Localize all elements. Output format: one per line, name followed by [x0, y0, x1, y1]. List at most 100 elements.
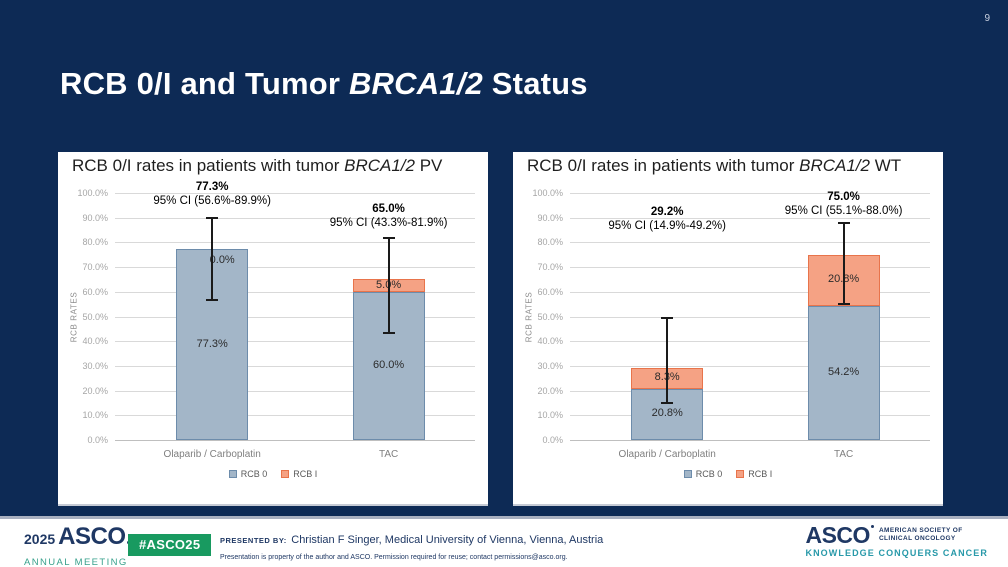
- ci-annotation: 29.2% 95% CI (14.9%-49.2%): [557, 205, 777, 233]
- error-bar-line: [842, 222, 845, 304]
- error-bar-cap: [382, 332, 395, 335]
- annotation-total: 65.0%: [372, 203, 405, 216]
- y-axis-title: RCB RATES: [69, 291, 79, 342]
- annotation-total: 75.0%: [827, 190, 860, 203]
- y-tick-label: 20.0%: [537, 385, 563, 396]
- y-axis-title: RCB RATES: [524, 291, 534, 342]
- bar-segment-label: 60.0%: [372, 358, 405, 371]
- chart-title-gene: BRCA1/2: [799, 156, 870, 175]
- legend-item-rcb-0: RCB 0: [683, 469, 723, 479]
- bar-segment-rcb-0: [807, 306, 880, 440]
- asco-annual-meeting-logo: 2025 ASCO ANNUAL MEETING: [24, 525, 130, 567]
- x-category-label: Olaparib / Carboplatin: [618, 449, 716, 460]
- chart-legend: RCB 0 RCB I: [513, 469, 943, 479]
- y-gridline: [570, 391, 930, 392]
- ci-annotation: 75.0% 95% CI (55.1%-88.0%): [734, 190, 954, 218]
- chart-title-wt: RCB 0/I rates in patients with tumor BRC…: [527, 156, 901, 176]
- page-number: 9: [984, 13, 990, 24]
- error-bar-cap: [382, 236, 395, 239]
- y-tick-label: 0.0%: [87, 435, 108, 445]
- chart-title-pv: RCB 0/I rates in patients with tumor BRC…: [72, 156, 442, 176]
- y-gridline: [115, 341, 475, 342]
- y-tick-label: 70.0%: [82, 262, 108, 273]
- asco-society-wordmark: ASCO AMERICAN SOCIETY OF CLINICAL ONCOLO…: [805, 524, 988, 547]
- chart-title-suffix: PV: [414, 156, 443, 175]
- y-tick-label: 20.0%: [82, 385, 108, 396]
- chart-title-prefix: RCB 0/I rates in patients with tumor: [72, 156, 345, 175]
- ci-annotation: 65.0% 95% CI (43.3%-81.9%): [279, 202, 499, 230]
- y-gridline: [570, 292, 930, 293]
- hashtag-badge: #ASCO25: [128, 534, 212, 556]
- y-gridline: [570, 317, 930, 318]
- asco-tagline: KNOWLEDGE CONQUERS CANCER: [805, 548, 988, 558]
- x-category-label: TAC: [833, 449, 854, 460]
- y-tick-label: 30.0%: [537, 360, 563, 371]
- y-tick-label: 90.0%: [82, 212, 108, 223]
- y-gridline: [570, 366, 930, 367]
- y-gridline: [570, 242, 930, 243]
- footer: 2025 ASCO ANNUAL MEETING #ASCO25 PRESENT…: [0, 516, 1008, 567]
- chart-title-gene: BRCA1/2: [344, 156, 415, 175]
- chart-title-prefix: RCB 0/I rates in patients with tumor: [527, 156, 800, 175]
- slide-title: RCB 0/I and Tumor BRCA1/2 Status: [60, 66, 588, 102]
- slide-title-suffix: Status: [482, 66, 588, 101]
- y-gridline: [115, 242, 475, 243]
- presented-by-line: PRESENTED BY: Christian F Singer, Medica…: [220, 530, 603, 548]
- y-gridline: [115, 292, 475, 293]
- annotation-ci: 95% CI (55.1%-88.0%): [784, 204, 903, 217]
- error-bar-cap: [837, 221, 850, 224]
- y-tick-label: 100.0%: [77, 188, 108, 198]
- error-bar-cap: [837, 302, 850, 305]
- bar-segment-label: 0.0%: [209, 254, 235, 267]
- chart-canvas-pv: 0.0% 10.0% 20.0% 30.0% 40.0% 50.0% 60.0% 70.0% 8…: [58, 152, 488, 504]
- error-bar-line: [387, 237, 390, 334]
- chart-canvas-wt: 0.0% 10.0% 20.0% 30.0% 40.0% 50.0% 60.0% 70.0% 8…: [513, 152, 943, 504]
- ci-annotation: 77.3% 95% CI (56.6%-89.9%): [102, 180, 322, 208]
- asco-society-line1: AMERICAN SOCIETY OF: [878, 527, 963, 534]
- x-category-label: Olaparib / Carboplatin: [163, 449, 261, 460]
- x-axis-line: [570, 440, 930, 441]
- bar-segment-label: 20.8%: [651, 407, 683, 420]
- error-bar-cap: [206, 216, 219, 219]
- legend-item-rcb-i: RCB I: [281, 469, 317, 479]
- legend-swatch-icon: [683, 470, 692, 478]
- bar-segment-label: 54.2%: [827, 366, 860, 379]
- y-tick-label: 100.0%: [532, 188, 563, 198]
- annotation-total: 77.3%: [195, 180, 229, 193]
- y-tick-label: 80.0%: [537, 237, 563, 248]
- bar-segment-label: 77.3%: [196, 337, 228, 350]
- y-tick-label: 50.0%: [82, 311, 108, 322]
- chart-panel-brca-pv: 0.0% 10.0% 20.0% 30.0% 40.0% 50.0% 60.0% 70.0% 8…: [58, 152, 488, 506]
- y-gridline: [115, 317, 475, 318]
- legend-swatch-icon: [228, 470, 237, 478]
- y-tick-label: 80.0%: [82, 237, 108, 248]
- error-bar-cap: [661, 317, 674, 320]
- trademark-dot-icon: [870, 525, 874, 528]
- y-tick-label: 10.0%: [82, 410, 108, 421]
- error-bar-line: [666, 318, 669, 404]
- y-gridline: [570, 218, 930, 219]
- asco-society-name: AMERICAN SOCIETY OF CLINICAL ONCOLOGY: [879, 527, 963, 542]
- chart-legend: RCB 0 RCB I: [58, 469, 488, 479]
- y-gridline: [115, 267, 475, 268]
- disclaimer-text: Presentation is property of the author a…: [220, 554, 568, 561]
- y-gridline: [115, 391, 475, 392]
- meeting-year: 2025: [24, 531, 56, 547]
- presented-by-label: PRESENTED BY:: [220, 536, 287, 545]
- asco-society-line2: CLINICAL ONCOLOGY: [878, 534, 956, 542]
- y-gridline: [115, 366, 475, 367]
- presented-by-block: PRESENTED BY: Christian F Singer, Medica…: [220, 530, 603, 561]
- annotation-ci: 95% CI (56.6%-89.9%): [153, 194, 271, 207]
- y-tick-label: 40.0%: [82, 336, 108, 347]
- legend-item-rcb-i: RCB I: [736, 469, 772, 479]
- legend-label: RCB 0: [695, 469, 723, 479]
- legend-swatch-icon: [736, 470, 745, 478]
- y-gridline: [115, 193, 475, 194]
- y-tick-label: 0.0%: [542, 435, 563, 445]
- asco-society-logo: ASCO AMERICAN SOCIETY OF CLINICAL ONCOLO…: [805, 524, 988, 559]
- annotation-ci: 95% CI (43.3%-81.9%): [329, 217, 448, 230]
- annotation-ci: 95% CI (14.9%-49.2%): [608, 219, 726, 232]
- y-gridline: [570, 193, 930, 194]
- slide-title-gene: BRCA1/2: [348, 66, 483, 101]
- slide-title-prefix: RCB 0/I and Tumor: [60, 66, 349, 101]
